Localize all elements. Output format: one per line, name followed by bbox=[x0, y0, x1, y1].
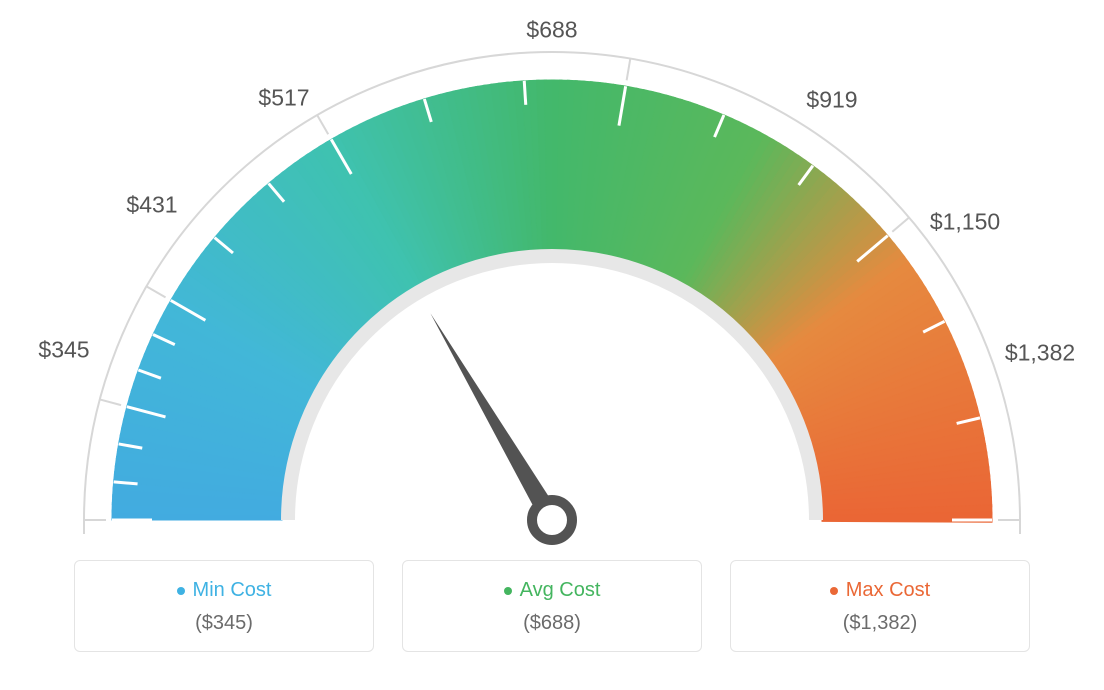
legend-dot-avg bbox=[504, 587, 512, 595]
gauge-tick-label: $517 bbox=[258, 85, 309, 112]
legend-card-avg: Avg Cost ($688) bbox=[402, 560, 702, 652]
legend-title-avg: Avg Cost bbox=[504, 579, 601, 602]
legend-card-max: Max Cost ($1,382) bbox=[730, 560, 1030, 652]
gauge-tick-label: $1,382 bbox=[1005, 340, 1075, 367]
legend-row: Min Cost ($345) Avg Cost ($688) Max Cost… bbox=[0, 560, 1104, 672]
gauge-tick-label: $919 bbox=[806, 87, 857, 114]
gauge-tick-label: $1,150 bbox=[930, 209, 1000, 236]
legend-value-max: ($1,382) bbox=[751, 612, 1009, 635]
gauge-tick-label: $345 bbox=[38, 337, 89, 364]
gauge-svg bbox=[0, 0, 1104, 560]
gauge-tick-label: $688 bbox=[526, 17, 577, 44]
legend-card-min: Min Cost ($345) bbox=[74, 560, 374, 652]
legend-value-avg: ($688) bbox=[423, 612, 681, 635]
gauge-chart: $345 $431 $517 $688 $919 $1,150 $1,382 bbox=[0, 0, 1104, 560]
gauge-tick-label: $431 bbox=[126, 192, 177, 219]
legend-dot-max bbox=[830, 587, 838, 595]
legend-title-max: Max Cost bbox=[830, 579, 930, 602]
legend-dot-min bbox=[177, 587, 185, 595]
legend-value-min: ($345) bbox=[95, 612, 353, 635]
legend-label-min: Min Cost bbox=[193, 579, 272, 602]
legend-label-max: Max Cost bbox=[846, 579, 930, 602]
legend-title-min: Min Cost bbox=[177, 579, 272, 602]
legend-label-avg: Avg Cost bbox=[520, 579, 601, 602]
